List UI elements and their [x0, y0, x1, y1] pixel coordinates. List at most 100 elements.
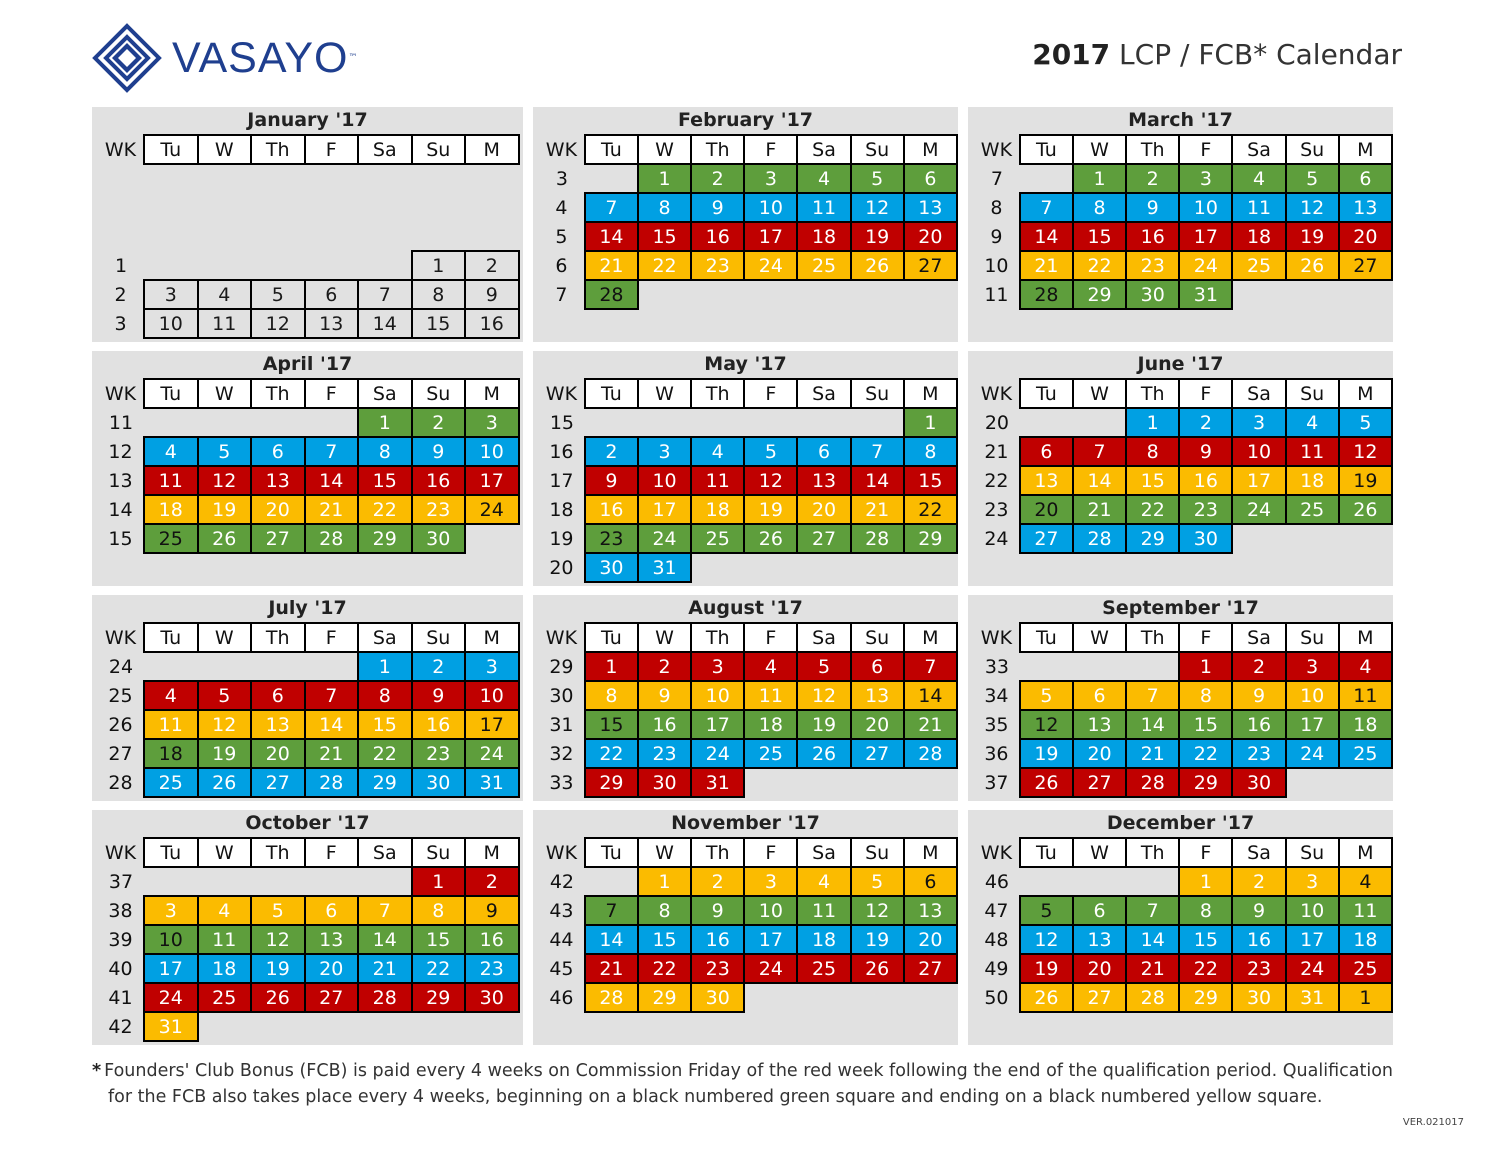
- day-cell: 15: [636, 221, 693, 252]
- day-cell: 11: [796, 192, 852, 223]
- day-cell: 7: [583, 895, 639, 926]
- day-cell: 3: [743, 163, 799, 194]
- month-title: December '17: [1106, 812, 1255, 834]
- month-title: August '17: [688, 597, 803, 619]
- day-cell: 16: [464, 308, 520, 339]
- week-column-header: WK: [545, 138, 578, 161]
- week-number: 32: [549, 742, 574, 765]
- weekday-header: F: [1178, 134, 1234, 165]
- day-cell: 27: [796, 523, 852, 554]
- day-cell: 11: [796, 895, 852, 926]
- week-number: 19: [549, 527, 574, 550]
- day-cell: 1: [1125, 407, 1181, 438]
- week-number: 10: [984, 254, 1009, 277]
- weekday-header: F: [1178, 378, 1234, 409]
- day-cell: 6: [1018, 436, 1074, 467]
- day-cell: 26: [1284, 250, 1340, 281]
- weekday-header: Th: [1125, 622, 1181, 653]
- week-row: 14 18 19 20 21 22 23 24: [98, 494, 520, 525]
- week-number: 42: [549, 870, 574, 893]
- day-cell: 6: [902, 163, 959, 194]
- day-cell: 16: [1125, 221, 1181, 252]
- week-row: 46 1 2 3 4: [974, 866, 1394, 897]
- day-cell: 18: [743, 709, 799, 740]
- version-label: VER.021017: [1402, 1117, 1464, 1128]
- day-cell: 14: [303, 465, 359, 496]
- day-cell: 12: [196, 709, 252, 740]
- day-cell: 24: [743, 953, 799, 984]
- weekday-header: Tu: [583, 134, 639, 165]
- day-cell: 1: [1071, 163, 1128, 194]
- day-cell: 31: [143, 1011, 199, 1042]
- day-cell: 12: [196, 465, 252, 496]
- weekday-header: Su: [410, 622, 466, 653]
- month-title: June '17: [1137, 353, 1224, 375]
- week-row: 47 5 6 7 8 9 10 11: [974, 895, 1394, 926]
- day-cell: 11: [690, 465, 746, 496]
- weekday-header: Tu: [143, 378, 199, 409]
- day-cell: 23: [410, 738, 466, 769]
- day-cell: 22: [636, 250, 693, 281]
- week-number: 35: [984, 713, 1009, 736]
- day-cell: 13: [902, 895, 959, 926]
- week-number: 23: [984, 498, 1009, 521]
- day-cell: 8: [636, 895, 693, 926]
- week-column-header: WK: [980, 626, 1013, 649]
- week-column-header: WK: [980, 382, 1013, 405]
- day-cell: 10: [1178, 192, 1234, 223]
- day-cell: 28: [583, 982, 639, 1013]
- day-cell: 14: [1071, 465, 1128, 496]
- week-row: 45 21 22 23 24 25 26 27: [539, 953, 959, 984]
- day-cell: 3: [143, 279, 199, 310]
- day-cell: 26: [1018, 767, 1074, 798]
- day-cell: 29: [1178, 982, 1234, 1013]
- day-cell: 18: [196, 953, 252, 984]
- day-cell: 7: [357, 279, 413, 310]
- day-cell: 9: [583, 465, 639, 496]
- week-number: 27: [108, 742, 133, 765]
- day-cell: 8: [636, 192, 693, 223]
- week-row: 20 1 2 3 4 5: [974, 407, 1394, 438]
- day-cell: 24: [464, 738, 520, 769]
- day-cell: 29: [1071, 279, 1128, 310]
- day-cell: 17: [1178, 221, 1234, 252]
- weekday-header: F: [743, 622, 799, 653]
- day-cell: 2: [464, 866, 520, 897]
- week-number: 5: [555, 225, 568, 248]
- day-cell: 2: [583, 436, 639, 467]
- day-cell: 14: [1018, 221, 1074, 252]
- week-number: 47: [984, 899, 1009, 922]
- day-cell: 16: [1178, 465, 1234, 496]
- weekday-header: Tu: [143, 837, 199, 868]
- day-cell: 9: [464, 279, 520, 310]
- day-cell: 12: [1018, 709, 1074, 740]
- day-cell: 6: [849, 651, 905, 682]
- day-cell: 2: [690, 866, 746, 897]
- month-table: WK Tu W Th F Sa Su M 7 1 2 3 4 5 6 8 7 8 9 10 11 12 13 9 14 15 16 1…: [974, 134, 1394, 310]
- month-table: WK Tu W Th F Sa Su M 24 1 2 3 25 4 5 6 7 8 9 10 26 11 12 13 14 15…: [98, 622, 520, 798]
- day-cell: 14: [303, 709, 359, 740]
- week-number: 7: [990, 167, 1003, 190]
- day-cell: 5: [743, 436, 799, 467]
- day-cell: 13: [250, 709, 306, 740]
- week-row: 32 22 23 24 25 26 27 28: [539, 738, 959, 769]
- day-cell: 9: [464, 895, 520, 926]
- day-cell: 19: [849, 924, 905, 955]
- day-cell: 17: [636, 494, 693, 525]
- week-row: 17 9 10 11 12 13 14 15: [539, 465, 959, 496]
- week-column-header: WK: [104, 841, 137, 864]
- weekday-header: Su: [1284, 622, 1340, 653]
- week-row: 11 28 29 30 31: [974, 279, 1392, 310]
- day-cell: 1: [636, 163, 693, 194]
- week-number: 7: [555, 283, 568, 306]
- day-cell: 10: [464, 680, 520, 711]
- weekday-header: M: [464, 622, 520, 653]
- day-cell: 24: [1231, 494, 1287, 525]
- day-cell: 2: [1231, 866, 1287, 897]
- week-number: 28: [108, 771, 133, 794]
- day-cell: 27: [250, 767, 306, 798]
- day-cell: 22: [583, 738, 639, 769]
- weekday-header: Tu: [1018, 378, 1074, 409]
- weekday-header: W: [636, 378, 693, 409]
- day-cell: 1: [410, 250, 466, 281]
